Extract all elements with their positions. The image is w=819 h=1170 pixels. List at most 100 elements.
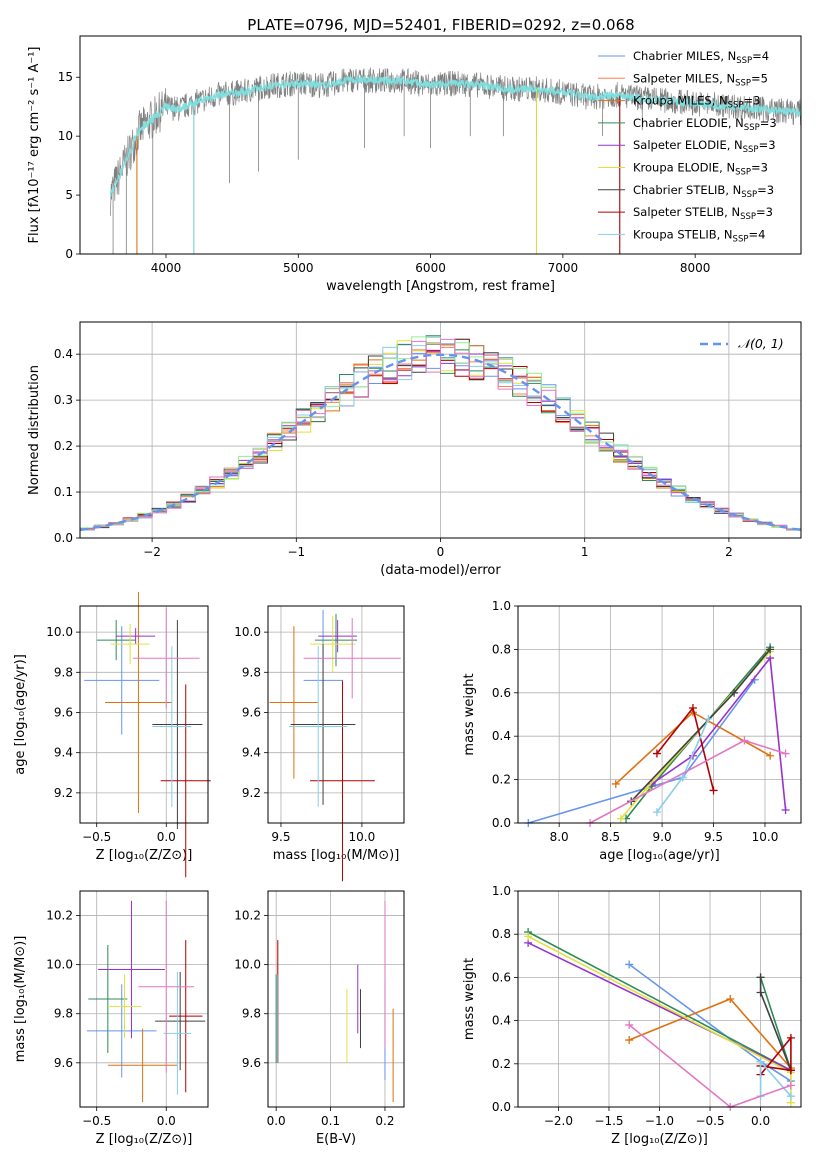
y-axis-label: mass weight <box>462 958 477 1040</box>
y-tick-label: 1.0 <box>492 599 511 613</box>
y-axis-label: Normed distribution <box>27 365 42 495</box>
legend-entry-subscript: SSP <box>733 234 749 244</box>
legend-entry-subscript: SSP <box>740 212 756 222</box>
legend-entry-name: Salpeter STELIB, N <box>633 205 740 219</box>
legend-entry-count: =4 <box>752 49 769 63</box>
weight-marker <box>709 786 718 795</box>
legend-entry-count: =3 <box>756 205 773 219</box>
legend-entry-name: Kroupa STELIB, N <box>633 227 733 241</box>
age-vs-metallicity-panel: −0.5 0.0 9.2 9.4 9.6 9.8 10.0 Z [log₁₀(Z/Z⊙)] ag… <box>13 591 211 878</box>
legend-entry-name: Kroupa ELODIE, N <box>633 161 735 175</box>
legend-entry-subscript: SSP <box>743 145 759 155</box>
x-tick-label: 0 <box>437 545 445 559</box>
spectrum-data-line <box>110 67 801 216</box>
x-tick-label: −1.0 <box>645 1114 674 1128</box>
plot-frame <box>79 890 209 1108</box>
spectrum-panel: 4000 5000 6000 7000 8000 0 5 10 15 wavelength [An… <box>27 35 802 294</box>
weight-marker <box>781 805 790 814</box>
weight-marker <box>678 773 687 782</box>
legend-entry-count: =3 <box>760 116 777 130</box>
plot-frame <box>517 605 802 824</box>
x-tick-label: 6000 <box>415 261 446 275</box>
legend-entry-name: Salpeter MILES, N <box>633 71 735 85</box>
y-tick-label: 9.4 <box>54 746 73 760</box>
y-tick-label: 9.2 <box>242 786 261 800</box>
x-axis-label: E(B-V) <box>316 1132 356 1147</box>
x-tick-label: −2 <box>143 545 161 559</box>
y-tick-label: 9.4 <box>242 746 261 760</box>
legend-entry-subscript: SSP <box>736 56 752 66</box>
x-axis-label: Z [log₁₀(Z/Z⊙)] <box>96 848 193 863</box>
x-tick-label: −0.5 <box>82 830 111 844</box>
legend-entry: Chabrier MILES, NSSP=4 <box>633 49 769 66</box>
x-tick-label: 9.5 <box>271 830 290 844</box>
weight-marker <box>756 988 765 997</box>
y-axis-label: Flux [fλ10⁻¹⁷ erg cm⁻² s⁻¹ A⁻¹] <box>27 47 42 244</box>
weight-marker <box>704 714 713 723</box>
legend-entry: 𝒩(0, 1) <box>738 336 784 351</box>
y-tick-label: 1.0 <box>492 884 511 898</box>
plot-frame <box>79 35 802 255</box>
x-axis-label: mass [log₁₀(M/M⊙)] <box>273 848 400 863</box>
legend-entry-name: Chabrier ELODIE, N <box>633 116 744 130</box>
y-tick-label: 9.6 <box>242 1056 261 1070</box>
y-tick-label: 9.8 <box>54 665 73 679</box>
x-tick-label: 0.0 <box>157 830 176 844</box>
weight-marker <box>786 1092 795 1101</box>
y-tick-label: 5 <box>65 188 73 202</box>
legend-entry-subscript: SSP <box>744 123 760 133</box>
y-tick-label: 0.2 <box>54 439 73 453</box>
weight-marker <box>781 749 790 758</box>
plot-frame <box>79 321 802 539</box>
weight-vs-metallicity-panel: −2.0 −1.5 −1.0 −0.5 0.0 0.0 0.2 0.4 0.6 0.8 1.0 Z [… <box>462 884 802 1147</box>
weight-line <box>589 739 786 824</box>
y-tick-label: 9.8 <box>242 665 261 679</box>
legend-entry: Kroupa ELODIE, NSSP=3 <box>633 161 768 178</box>
weight-marker <box>786 1081 795 1090</box>
weight-marker <box>647 779 656 788</box>
residuals-panel: −2 −1 0 1 2 0.0 0.1 0.2 0.3 0.4 (data-model)/error… <box>27 321 802 578</box>
y-tick-label: 0.4 <box>492 729 511 743</box>
x-tick-label: 4000 <box>151 261 182 275</box>
x-tick-label: 7000 <box>548 261 579 275</box>
x-axis-label: Z [log₁₀(Z/Z⊙)] <box>611 1132 708 1147</box>
y-tick-label: 0.4 <box>492 1014 511 1028</box>
y-tick-label: 0.0 <box>492 1100 511 1114</box>
weight-marker <box>611 779 620 788</box>
plot-frame <box>517 890 802 1108</box>
x-tick-label: 10.0 <box>752 830 779 844</box>
x-tick-label: 9.0 <box>653 830 672 844</box>
legend-entry-name: Chabrier MILES, N <box>633 49 736 63</box>
y-tick-label: 0.6 <box>492 686 511 700</box>
weight-line <box>651 656 787 811</box>
legend-entry: Salpeter MILES, NSSP=5 <box>633 71 768 88</box>
legend-entry: Salpeter STELIB, NSSP=3 <box>633 205 773 222</box>
weight-marker <box>730 688 739 697</box>
y-tick-label: 9.2 <box>54 786 73 800</box>
weight-marker <box>625 1020 634 1029</box>
spectrum-lines <box>109 67 801 254</box>
legend-entry: Kroupa MILES, NSSP=3 <box>633 94 760 111</box>
y-tick-label: 9.6 <box>54 1056 73 1070</box>
weight-line <box>615 711 771 785</box>
legend-entry-subscript: SSP <box>741 190 757 200</box>
y-tick-label: 0.0 <box>54 531 73 545</box>
x-tick-label: 0.0 <box>157 1114 176 1128</box>
legend-entry-count: =3 <box>757 183 774 197</box>
legend-entry-count: =3 <box>751 161 768 175</box>
y-tick-label: 0.2 <box>492 1057 511 1071</box>
legend-entry: Chabrier STELIB, NSSP=3 <box>633 183 774 200</box>
y-tick-label: 10.0 <box>46 958 73 972</box>
y-tick-label: 10.2 <box>234 909 261 923</box>
x-axis-label: Z [log₁₀(Z/Z⊙)] <box>96 1132 193 1147</box>
weight-vs-age-panel: 8.0 8.5 9.0 9.5 10.0 0.0 0.2 0.4 0.6 0.8 1.0 age [l… <box>462 599 802 863</box>
legend-entry-count: =4 <box>748 227 765 241</box>
x-tick-label: 1 <box>581 545 589 559</box>
weight-line <box>528 679 756 824</box>
legend-entry: Kroupa STELIB, NSSP=4 <box>633 227 765 244</box>
y-tick-label: 10.2 <box>46 909 73 923</box>
y-tick-label: 9.6 <box>242 705 261 719</box>
weight-marker <box>524 932 533 941</box>
histograms <box>80 335 801 538</box>
mass-vs-metallicity-panel: −0.5 0.0 9.6 9.8 10.0 10.2 Z [log₁₀(Z/Z⊙)] mass… <box>13 890 209 1147</box>
